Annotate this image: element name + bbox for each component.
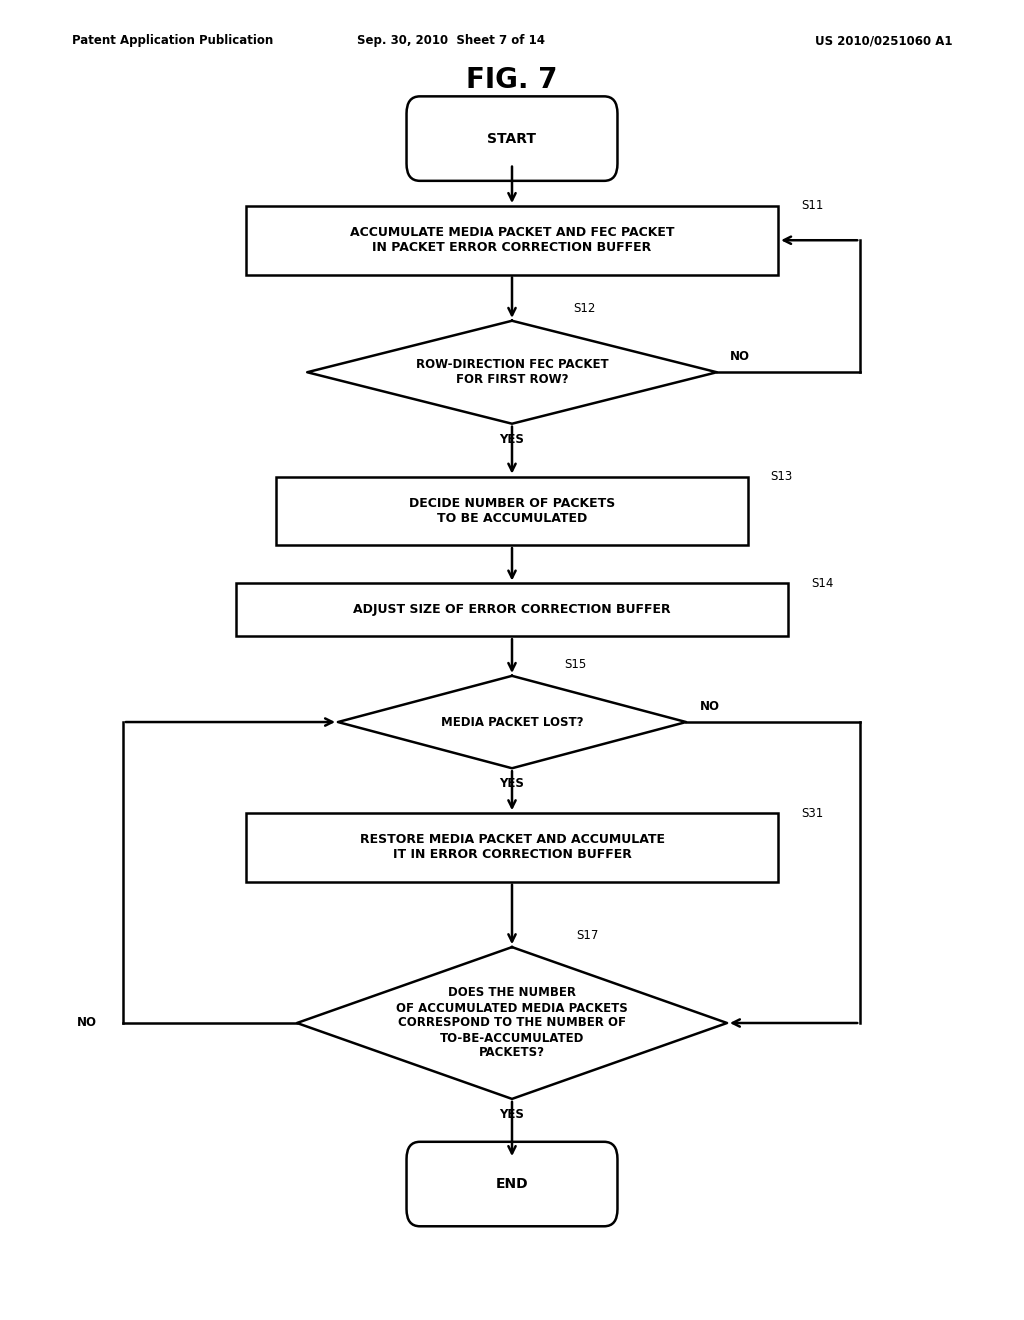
Text: NO: NO <box>699 700 720 713</box>
Text: US 2010/0251060 A1: US 2010/0251060 A1 <box>815 34 952 48</box>
Text: ADJUST SIZE OF ERROR CORRECTION BUFFER: ADJUST SIZE OF ERROR CORRECTION BUFFER <box>353 603 671 616</box>
Text: S11: S11 <box>801 199 823 213</box>
Text: S17: S17 <box>577 929 599 942</box>
Text: FIG. 7: FIG. 7 <box>466 66 558 94</box>
Text: START: START <box>487 132 537 145</box>
Text: S13: S13 <box>770 470 793 483</box>
Text: NO: NO <box>77 1016 97 1030</box>
FancyBboxPatch shape <box>407 1142 617 1226</box>
Text: S12: S12 <box>573 302 596 315</box>
Text: S14: S14 <box>811 577 834 590</box>
Text: YES: YES <box>500 1109 524 1121</box>
Text: Sep. 30, 2010  Sheet 7 of 14: Sep. 30, 2010 Sheet 7 of 14 <box>356 34 545 48</box>
Text: END: END <box>496 1177 528 1191</box>
Polygon shape <box>307 321 717 424</box>
Text: MEDIA PACKET LOST?: MEDIA PACKET LOST? <box>440 715 584 729</box>
Text: S15: S15 <box>564 657 587 671</box>
Text: YES: YES <box>500 777 524 791</box>
Text: ROW-DIRECTION FEC PACKET
FOR FIRST ROW?: ROW-DIRECTION FEC PACKET FOR FIRST ROW? <box>416 358 608 387</box>
Bar <box>236 583 788 636</box>
Text: NO: NO <box>730 350 751 363</box>
Polygon shape <box>338 676 686 768</box>
Text: ACCUMULATE MEDIA PACKET AND FEC PACKET
IN PACKET ERROR CORRECTION BUFFER: ACCUMULATE MEDIA PACKET AND FEC PACKET I… <box>350 226 674 255</box>
FancyBboxPatch shape <box>407 96 617 181</box>
Text: Patent Application Publication: Patent Application Publication <box>72 34 273 48</box>
Text: DOES THE NUMBER
OF ACCUMULATED MEDIA PACKETS
CORRESPOND TO THE NUMBER OF
TO-BE-A: DOES THE NUMBER OF ACCUMULATED MEDIA PAC… <box>396 986 628 1060</box>
Text: RESTORE MEDIA PACKET AND ACCUMULATE
IT IN ERROR CORRECTION BUFFER: RESTORE MEDIA PACKET AND ACCUMULATE IT I… <box>359 833 665 862</box>
Text: S31: S31 <box>801 807 823 820</box>
Text: DECIDE NUMBER OF PACKETS
TO BE ACCUMULATED: DECIDE NUMBER OF PACKETS TO BE ACCUMULAT… <box>409 496 615 525</box>
Text: YES: YES <box>500 433 524 446</box>
Polygon shape <box>297 948 727 1098</box>
Bar <box>246 206 778 275</box>
Bar <box>246 813 778 882</box>
Bar <box>276 477 748 545</box>
